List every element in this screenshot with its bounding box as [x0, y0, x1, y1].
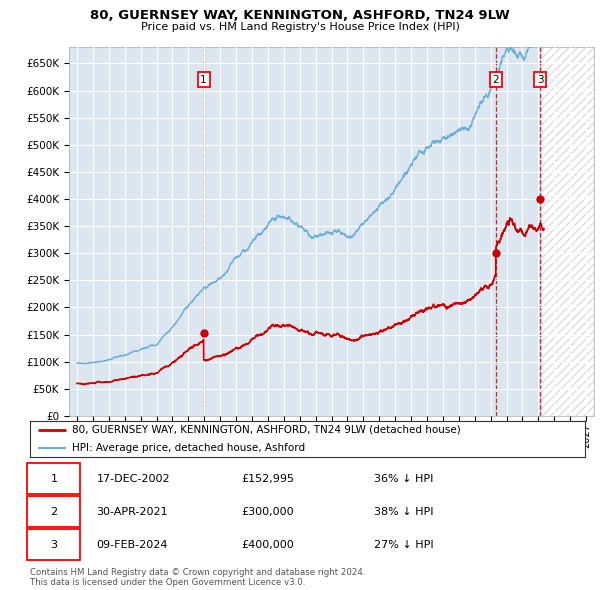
Text: 36% ↓ HPI: 36% ↓ HPI: [374, 474, 433, 484]
FancyBboxPatch shape: [27, 463, 80, 494]
FancyBboxPatch shape: [27, 496, 80, 527]
Text: 80, GUERNSEY WAY, KENNINGTON, ASHFORD, TN24 9LW (detached house): 80, GUERNSEY WAY, KENNINGTON, ASHFORD, T…: [71, 425, 460, 435]
Text: 30-APR-2021: 30-APR-2021: [97, 507, 168, 517]
Text: £400,000: £400,000: [241, 540, 293, 550]
Text: 1: 1: [50, 474, 58, 484]
Text: £152,995: £152,995: [241, 474, 294, 484]
FancyBboxPatch shape: [27, 529, 80, 560]
Text: Price paid vs. HM Land Registry's House Price Index (HPI): Price paid vs. HM Land Registry's House …: [140, 22, 460, 32]
Bar: [542, 47, 594, 416]
Text: 3: 3: [50, 540, 58, 550]
Text: 80, GUERNSEY WAY, KENNINGTON, ASHFORD, TN24 9LW: 80, GUERNSEY WAY, KENNINGTON, ASHFORD, T…: [90, 9, 510, 22]
Text: 38% ↓ HPI: 38% ↓ HPI: [374, 507, 434, 517]
Text: 17-DEC-2002: 17-DEC-2002: [97, 474, 170, 484]
Text: 2: 2: [493, 75, 499, 85]
Bar: [542, 47, 594, 416]
Text: 3: 3: [537, 75, 544, 85]
Text: Contains HM Land Registry data © Crown copyright and database right 2024.
This d: Contains HM Land Registry data © Crown c…: [30, 568, 365, 587]
Text: 1: 1: [200, 75, 207, 85]
Text: HPI: Average price, detached house, Ashford: HPI: Average price, detached house, Ashf…: [71, 443, 305, 453]
Text: 27% ↓ HPI: 27% ↓ HPI: [374, 540, 434, 550]
Text: 2: 2: [50, 507, 58, 517]
Text: £300,000: £300,000: [241, 507, 293, 517]
Text: 09-FEB-2024: 09-FEB-2024: [97, 540, 168, 550]
